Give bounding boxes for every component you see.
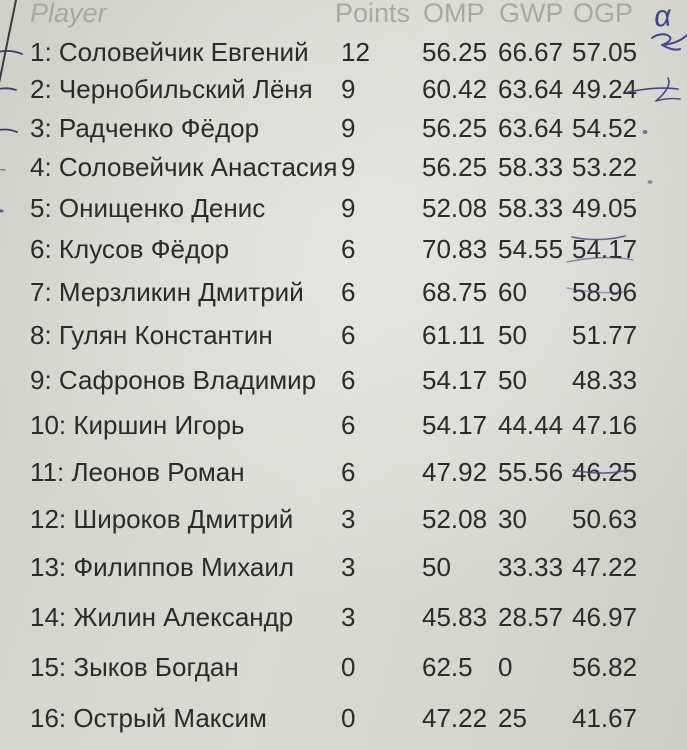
svg-text:α: α: [652, 0, 673, 34]
